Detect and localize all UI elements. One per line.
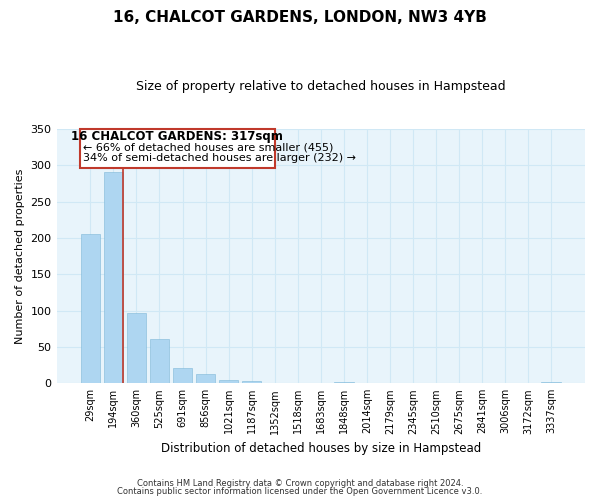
Text: 34% of semi-detached houses are larger (232) →: 34% of semi-detached houses are larger (…: [83, 153, 356, 163]
X-axis label: Distribution of detached houses by size in Hampstead: Distribution of detached houses by size …: [161, 442, 481, 455]
Bar: [173, 368, 193, 383]
Text: ← 66% of detached houses are smaller (455): ← 66% of detached houses are smaller (45…: [83, 142, 334, 152]
Bar: [149, 339, 169, 383]
FancyBboxPatch shape: [80, 129, 275, 168]
Bar: [242, 381, 262, 383]
Y-axis label: Number of detached properties: Number of detached properties: [15, 168, 25, 344]
Bar: [219, 380, 238, 383]
Text: Contains HM Land Registry data © Crown copyright and database right 2024.: Contains HM Land Registry data © Crown c…: [137, 478, 463, 488]
Bar: [104, 172, 123, 383]
Bar: [80, 234, 100, 383]
Text: 16, CHALCOT GARDENS, LONDON, NW3 4YB: 16, CHALCOT GARDENS, LONDON, NW3 4YB: [113, 10, 487, 25]
Title: Size of property relative to detached houses in Hampstead: Size of property relative to detached ho…: [136, 80, 506, 93]
Bar: [127, 312, 146, 383]
Text: 16 CHALCOT GARDENS: 317sqm: 16 CHALCOT GARDENS: 317sqm: [71, 130, 283, 142]
Text: Contains public sector information licensed under the Open Government Licence v3: Contains public sector information licen…: [118, 487, 482, 496]
Bar: [541, 382, 561, 383]
Bar: [334, 382, 353, 383]
Bar: [196, 374, 215, 383]
